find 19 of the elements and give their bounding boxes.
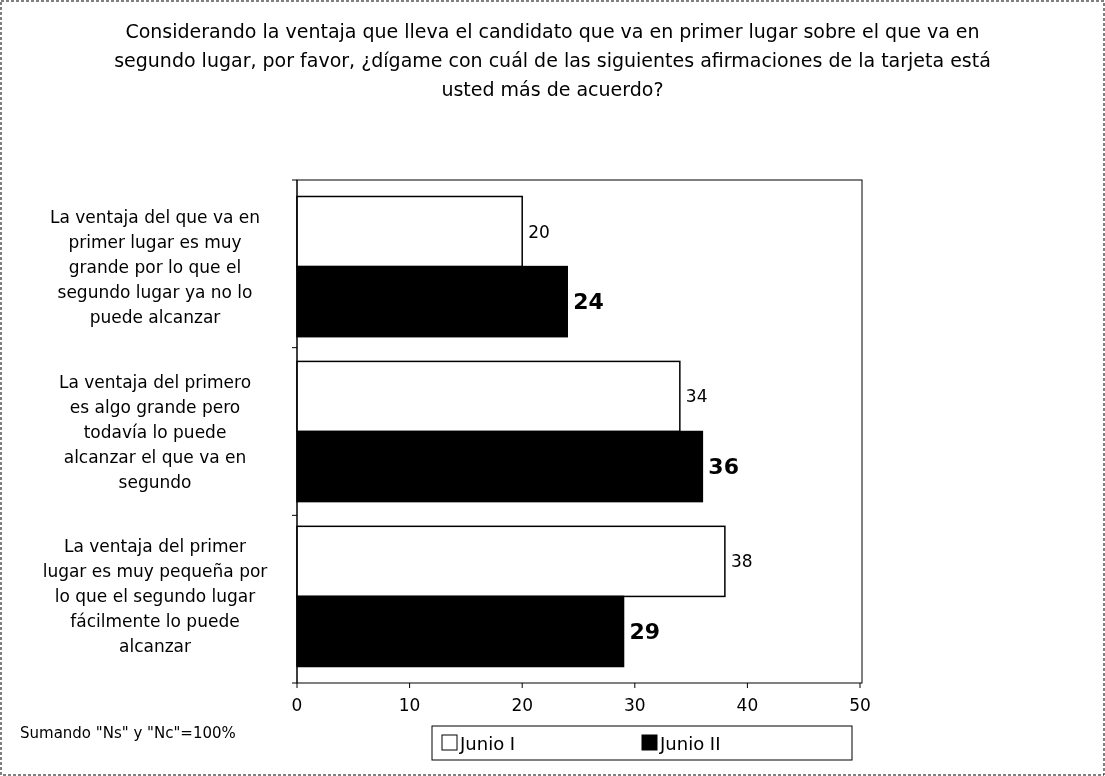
y-tick-label: La ventaja del primero es algo grande pero todavía lo puede alcanzar el que va en segundo [58,371,252,492]
text: Sumando "Ns" y "Nc"=100% [20,724,236,742]
y-tick-label: La ventaja del primer lugar es muy pequeña por lo que el segundo lugar fácilmente lo puede alcanzar [42,536,268,657]
data-label: 20 [528,221,550,242]
x-tick-label: 50 [849,695,871,715]
x-tick-label: 30 [623,695,646,715]
chart-title: Considerando la ventaja que lleva el candidato que va en primer lugar sobre el que va en segundo lugar, por favor, ¿dígame con cuál de las siguientes afirmaciones de la tarjeta está usted más de acuerdo? [114,20,991,100]
x-tick-label: 0 [291,695,303,715]
data-label: 36 [708,454,739,480]
y-tick-label: La ventaja del que va en primer lugar es muy grande por lo que el segundo lugar ya no lo puede alcanzar [49,206,261,327]
x-tick-label: 40 [736,695,759,715]
x-tick-label: 10 [398,695,421,715]
x-tick-label: 20 [511,695,534,715]
data-label: 29 [629,618,661,644]
data-label: 34 [685,386,708,407]
legend-label: Junio I [459,733,516,754]
data-label: 38 [730,551,753,572]
data-label: 24 [573,289,604,315]
legend-label: Junio II [659,733,721,754]
